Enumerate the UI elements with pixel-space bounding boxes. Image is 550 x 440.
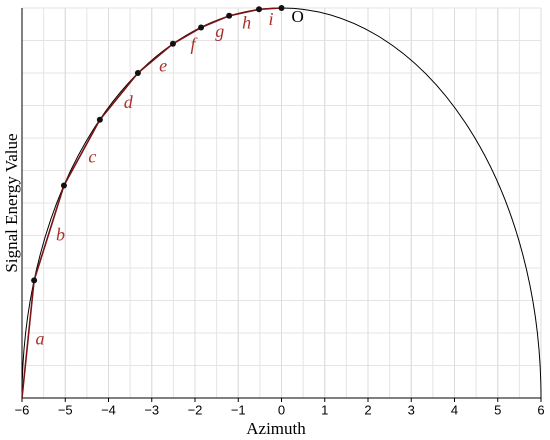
x-axis-label: Azimuth xyxy=(246,419,306,438)
x-tick-label: 5 xyxy=(494,402,501,417)
point-label: O xyxy=(292,7,304,26)
x-tick-label: −2 xyxy=(188,402,203,417)
point xyxy=(96,116,103,123)
x-tick-label: −6 xyxy=(15,402,30,417)
segment-label: c xyxy=(88,147,96,167)
point xyxy=(134,70,141,76)
segment-label: b xyxy=(56,225,65,245)
segment-label: i xyxy=(268,9,273,29)
x-tick-label: 1 xyxy=(321,402,328,417)
point xyxy=(256,6,263,13)
x-tick-label: −5 xyxy=(58,402,73,417)
point xyxy=(278,5,285,11)
x-tick-label: 6 xyxy=(537,402,544,417)
point xyxy=(31,277,38,284)
x-tick-label: 2 xyxy=(364,402,371,417)
x-tick-label: 3 xyxy=(408,402,415,417)
segment-label: a xyxy=(35,329,44,349)
x-tick-label: −3 xyxy=(144,402,159,417)
point xyxy=(226,12,233,19)
y-axis-label: Signal Energy Value xyxy=(2,133,21,272)
segment-label: f xyxy=(190,34,198,54)
segment-label: d xyxy=(124,92,134,112)
point xyxy=(169,40,176,47)
point xyxy=(198,24,205,31)
point xyxy=(60,182,67,189)
segment-label: g xyxy=(215,21,224,41)
x-tick-label: 0 xyxy=(278,402,285,417)
segment-label: e xyxy=(159,56,167,76)
x-tick-label: −1 xyxy=(231,402,246,417)
chord-line xyxy=(21,7,282,399)
x-tick-label: 4 xyxy=(451,402,458,417)
x-tick-label: −4 xyxy=(101,402,116,417)
segment-label: h xyxy=(242,12,251,32)
